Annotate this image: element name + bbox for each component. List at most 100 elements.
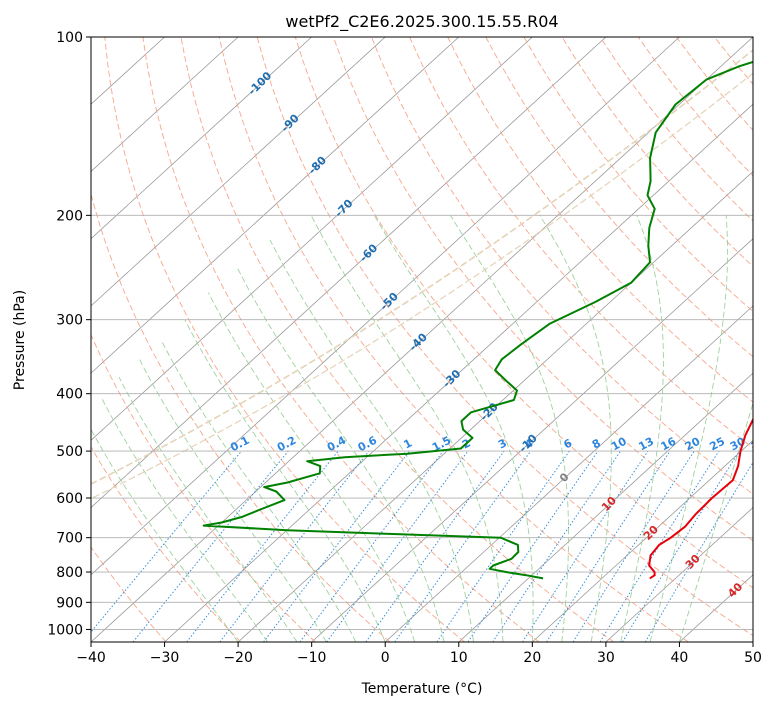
dry-adiabat-line [104,37,465,642]
mixing-ratio-lines [91,450,753,642]
isotherm-line [91,37,460,374]
mixing-ratio-line [326,450,469,642]
isotherm-line [311,238,753,642]
x-axis: −40 −30 −20 −10 0 10 20 30 40 50 [76,642,762,666]
dry-adiabat-line [752,37,753,39]
mixing-ratio-label: 30 [728,435,748,454]
mixing-ratio-line [436,450,570,642]
x-tick-label: −20 [223,650,253,666]
moist-adiabat-line [373,215,534,642]
dry-adiabat-line [409,37,753,449]
dry-adiabat-line [561,37,753,267]
mixing-ratio-line [91,450,242,633]
dry-adiabat-line [180,37,614,642]
isotherm-lines [91,37,753,642]
isotherm-line [605,507,753,642]
mixing-ratio-line [546,450,671,642]
isotherm-line [458,372,753,642]
moist-adiabat-line [620,215,664,642]
dry-adiabat-line [523,37,753,313]
dry-adiabat-line [447,37,753,403]
isotherm-label: -100 [246,69,275,98]
dendritic-band-lines [91,49,753,500]
mixing-ratio-label: 8 [590,436,603,451]
x-tick-label: −10 [297,650,327,666]
isotherm-line [164,103,753,642]
overlay-labels: 0.1 0.2 0.4 0.6 1 1.5 2 3 4 6 8 10 13 16 20 25 30 36-100-… [228,69,769,600]
isotherm-line [91,37,239,172]
x-tick-label: −40 [76,650,106,666]
dry-adiabat-line [91,333,316,642]
moist-adiabat-line [649,215,729,642]
moist-adiabat-line [184,319,386,642]
mixing-ratio-line [299,450,444,642]
mixing-ratio-line [467,450,599,642]
pressure-grid-lines [91,37,753,630]
mixing-ratio-line [132,450,289,642]
moist-adiabat-line [539,215,612,642]
dry-adiabat-line [675,37,753,131]
dry-adiabat-lines [91,37,753,642]
plot-frame [90,36,754,643]
mixing-ratio-line [492,450,622,642]
y-tick-label: 800 [56,565,83,581]
x-tick-label: 50 [744,650,762,666]
moist-adiabat-line [139,359,327,642]
x-tick-label: 20 [523,650,541,666]
mixing-ratio-line [263,450,410,642]
y-tick-label: 100 [56,30,83,46]
moist-adiabat-line [678,401,753,642]
dry-adiabat-line [142,37,540,642]
isotherm-line [91,37,533,441]
x-tick-label: 10 [450,650,468,666]
chart-title: wetPf2_C2E6.2025.300.15.55.R04 [285,12,558,32]
x-axis-label: Temperature (°C) [361,681,483,697]
moist-adiabat-lines [91,215,753,642]
isotherm-line [91,37,386,307]
mixing-ratio-label: 16 [659,435,679,454]
mixing-ratio-line [186,450,339,642]
dry-adiabat-line [91,546,167,642]
mixing-ratio-label: 13 [636,435,656,454]
dry-adiabat-line [256,37,753,637]
y-axis: 100 200 300 400 500 600 700 800 900 1000 [47,30,91,638]
moist-adiabat-line [160,340,357,642]
isotherm-line [91,37,312,240]
mixing-ratio-line [522,450,649,642]
mixing-ratio-line [572,450,695,642]
y-tick-label: 500 [56,444,83,460]
temperature-profile-line [648,417,753,580]
isotherm-line [237,170,753,642]
dry-adiabat-line [485,37,753,358]
dewpoint-profile-line [202,60,753,580]
y-tick-label: 300 [56,313,83,329]
plot-area: 0.1 0.2 0.4 0.6 1 1.5 2 3 4 6 8 10 13 16 20 25 30 36-100-… [91,37,769,642]
mixing-ratio-line [394,450,532,642]
dry-adiabat-line [91,192,391,642]
mixing-ratio-label: 20 [683,435,703,454]
moist-adiabat-line [118,376,298,642]
y-tick-label: 600 [56,491,83,507]
dry-adiabat-line [371,37,753,495]
mixing-ratio-line [365,450,505,642]
moist-adiabat-line [91,428,239,642]
mixing-ratio-line [622,450,740,642]
mixing-ratio-line [644,461,753,642]
isotherm-line [752,641,753,642]
moist-adiabat-line [100,396,268,642]
isotherm-line [91,37,607,509]
isotherm-line [384,305,753,642]
x-tick-label: −30 [150,650,180,666]
x-tick-label: 30 [597,650,615,666]
isotherm-line [532,439,753,642]
mixing-ratio-label: 36 [749,435,769,454]
mixing-ratio-line [599,450,720,642]
moist-adiabat-line [236,267,445,642]
x-tick-label: 40 [671,650,689,666]
mixing-ratio-label: 1 [401,436,414,451]
moist-adiabat-line [310,215,504,642]
y-tick-label: 1000 [47,622,83,638]
mixing-ratio-label: 10 [609,435,629,454]
x-tick-label: 0 [381,650,390,666]
